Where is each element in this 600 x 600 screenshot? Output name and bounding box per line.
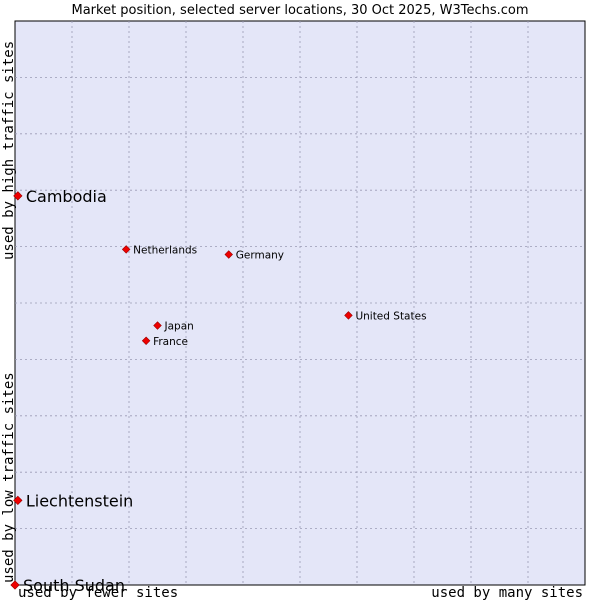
data-label-france: France [153, 336, 188, 348]
data-point-united-states [344, 311, 353, 320]
data-point-south-sudan [10, 580, 20, 590]
data-label-south-sudan: South Sudan [23, 576, 125, 595]
data-label-japan: Japan [164, 321, 194, 333]
data-point-japan [153, 321, 162, 330]
data-label-netherlands: Netherlands [133, 244, 197, 256]
x-axis-label-right: used by many sites [431, 585, 583, 600]
points: Cambodia Netherlands Germany United States J… [10, 187, 427, 595]
data-point-france [141, 336, 151, 346]
data-label-liechtenstein: Liechtenstein [26, 491, 133, 510]
y-axis-label-low: used by low traffic sites [1, 372, 17, 583]
data-point-germany [224, 250, 233, 259]
data-point-netherlands [121, 245, 131, 254]
grid [15, 21, 585, 585]
data-point-cambodia [13, 191, 23, 201]
data-label-cambodia: Cambodia [26, 187, 107, 206]
y-axis-label-high: used by high traffic sites [1, 41, 17, 260]
data-point-liechtenstein [13, 495, 23, 506]
chart-title: Market position, selected server locatio… [71, 3, 528, 18]
data-label-germany: Germany [236, 249, 284, 261]
data-label-united-states: United States [355, 310, 426, 322]
x-axis-label-left: used by fewer sites [18, 585, 178, 600]
